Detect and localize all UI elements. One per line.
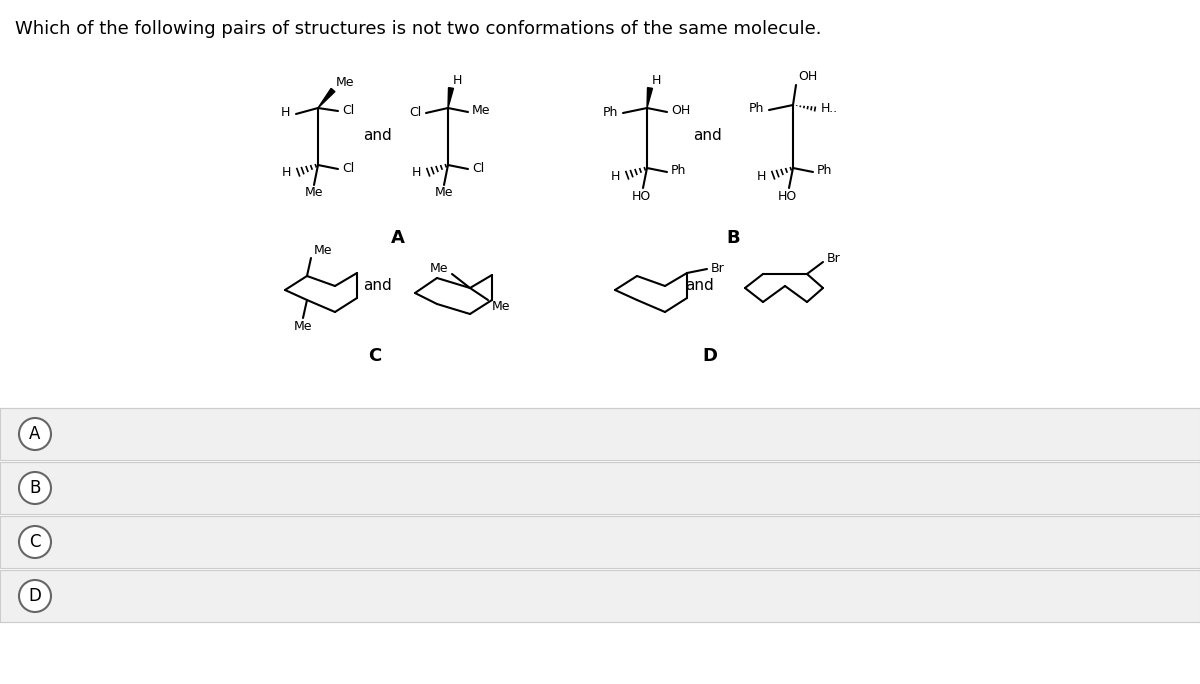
Text: Me: Me [430,261,448,274]
FancyBboxPatch shape [0,516,1200,568]
Text: and: and [685,278,713,293]
Text: and: and [692,127,721,142]
Text: B: B [726,229,740,247]
Text: D: D [29,587,42,605]
Text: H: H [454,73,462,86]
Text: Cl: Cl [342,161,354,174]
Polygon shape [448,88,454,108]
Text: B: B [29,479,41,497]
Polygon shape [647,88,653,108]
Text: A: A [29,425,41,443]
Text: Cl: Cl [342,103,354,116]
FancyBboxPatch shape [0,408,1200,460]
Text: H..: H.. [821,101,838,114]
Text: Me: Me [314,244,332,256]
Text: HO: HO [631,189,650,202]
Circle shape [19,472,50,504]
Text: Ph: Ph [671,164,686,178]
Polygon shape [318,88,335,108]
Text: H: H [652,73,661,86]
Text: Me: Me [305,187,323,200]
Text: H: H [757,170,766,183]
Text: OH: OH [798,70,817,83]
Text: Br: Br [827,252,841,265]
Text: Ph: Ph [749,103,764,116]
FancyBboxPatch shape [0,462,1200,514]
Text: C: C [29,533,41,551]
Text: A: A [391,229,404,247]
Text: Which of the following pairs of structures is not two conformations of the same : Which of the following pairs of structur… [14,20,822,38]
Text: H: H [412,166,421,179]
Text: D: D [702,347,718,365]
Text: Cl: Cl [409,105,422,118]
Text: Me: Me [336,75,354,88]
Text: HO: HO [778,189,797,202]
Circle shape [19,418,50,450]
Text: and: and [364,127,392,142]
Text: Me: Me [434,187,454,200]
Text: Ph: Ph [817,164,833,178]
Text: H: H [611,170,620,183]
Circle shape [19,580,50,612]
Text: Me: Me [492,300,510,313]
Circle shape [19,526,50,558]
FancyBboxPatch shape [0,570,1200,622]
Text: Me: Me [294,321,312,334]
Text: and: and [364,278,392,293]
Text: H: H [282,166,292,179]
Text: C: C [368,347,382,365]
Text: OH: OH [671,105,690,118]
Text: Me: Me [472,105,491,118]
Text: Cl: Cl [472,161,485,174]
Text: Ph: Ph [602,105,618,118]
Text: H: H [281,107,290,120]
Text: Br: Br [710,261,725,274]
